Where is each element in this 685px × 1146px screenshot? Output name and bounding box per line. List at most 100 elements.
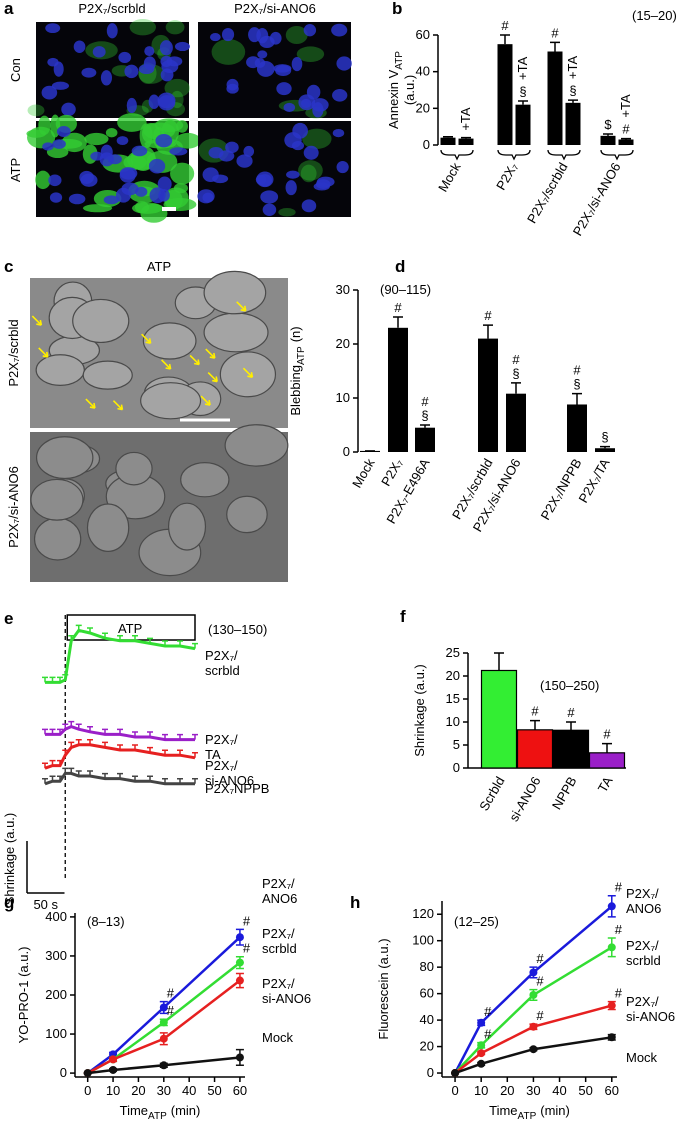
micrograph (30, 424, 289, 582)
stimulus-label: ATP (118, 621, 142, 636)
nucleus (73, 40, 86, 53)
error-bar (393, 316, 403, 328)
legend-label: P2X₇/si-ANO6 (262, 976, 311, 1006)
point (477, 1018, 486, 1027)
nucleus (312, 102, 324, 118)
trace-point (62, 767, 69, 774)
micrograph (198, 22, 352, 119)
y-tick-label: 0 (423, 137, 430, 152)
legend-label: Mock (262, 1030, 294, 1045)
nucleus (48, 174, 62, 187)
trace (45, 628, 196, 684)
nucleus (276, 82, 292, 96)
nucleus (68, 193, 86, 205)
green-stain (175, 132, 201, 149)
error-bar (621, 137, 631, 140)
group-brace (600, 149, 634, 161)
label-line: P2X₇/ (205, 758, 238, 773)
trace-point (132, 775, 138, 782)
trace-point (177, 733, 183, 740)
nucleus (301, 199, 317, 213)
legend-label: P2X₇/ANO6 (262, 876, 297, 906)
bar (497, 44, 513, 145)
trace-point (75, 770, 82, 776)
x-tick-label: 0 (84, 1083, 91, 1098)
y-tick-label: 20 (420, 1039, 434, 1054)
trace-point (162, 733, 168, 740)
arrow (31, 315, 43, 326)
significance-marker: § (519, 84, 526, 99)
trace-point (132, 635, 138, 641)
row-label: ATP (8, 158, 23, 182)
treatment-label: +TA (515, 56, 530, 80)
panel-label: c (4, 257, 13, 276)
green-stain (296, 46, 325, 62)
x-axis-label-main: Time (120, 1103, 148, 1118)
label-line: ANO6 (262, 891, 297, 906)
point (607, 902, 616, 911)
y-tick-label: 20 (446, 668, 460, 683)
group-label: Mock (435, 160, 464, 195)
green-stain (84, 132, 109, 146)
cell (86, 503, 130, 552)
nucleus (126, 97, 137, 114)
panel-label: d (395, 257, 405, 276)
cell (140, 382, 202, 420)
green-stain (129, 18, 157, 36)
x-tick-label: 40 (552, 1083, 566, 1098)
significance-marker: # (501, 18, 509, 33)
trace-point (57, 775, 63, 782)
nucleus (336, 160, 349, 174)
y-axis-label-unit: (n) (288, 326, 303, 342)
bar (565, 102, 581, 145)
trace-point (68, 741, 75, 748)
y-axis-label-main: Annexin V (386, 69, 401, 129)
nucleus (291, 56, 303, 72)
trace (44, 771, 195, 786)
legend-label: Mock (626, 1050, 658, 1065)
nucleus (103, 195, 120, 205)
y-tick-label: 10 (336, 390, 350, 405)
trace-point (132, 731, 138, 737)
green-stain (164, 78, 190, 98)
significance-marker: # (484, 308, 492, 323)
significance-marker: # (615, 880, 623, 895)
y-tick-label: 80 (420, 959, 434, 974)
nucleus (157, 92, 176, 109)
error-bar (568, 99, 578, 103)
scale-label: 50 s (33, 897, 58, 912)
significance-marker: § (569, 83, 576, 98)
trace-point (68, 720, 75, 727)
x-axis-label: TimeATP (min) (489, 1103, 570, 1122)
nucleus (236, 154, 253, 168)
scale-bar (162, 207, 176, 211)
green-stain (285, 25, 308, 45)
nucleus (160, 68, 174, 82)
cell (35, 354, 85, 386)
nucleus (169, 147, 188, 156)
point (235, 1053, 244, 1062)
column-title: P2X₇/scrbld (78, 1, 145, 16)
bar (552, 729, 590, 769)
y-tick-label: 100 (412, 933, 434, 948)
label-line: P2X₇/ (262, 926, 295, 941)
bar (480, 669, 518, 769)
cell (142, 322, 197, 360)
nucleus (332, 88, 348, 102)
significance-marker: # (551, 25, 559, 40)
trace-point (49, 676, 56, 683)
y-axis-label-sub: ATP (394, 51, 405, 70)
x-tick-label: 40 (182, 1083, 196, 1098)
legend-label: P2X₇/TA (205, 732, 238, 762)
x-tick-label: 20 (500, 1083, 514, 1098)
error-bar (461, 136, 471, 139)
note: (150–250) (540, 678, 599, 693)
y-tick-label: 40 (416, 64, 430, 79)
nucleus (131, 145, 148, 157)
trace-point (147, 731, 153, 737)
y-axis-label: YO-PRO-1 (a.u.) (16, 947, 31, 1044)
x-tick-label: 0 (451, 1083, 458, 1098)
panel-label: f (400, 607, 406, 626)
bar (595, 448, 615, 452)
error-bar (530, 719, 540, 730)
